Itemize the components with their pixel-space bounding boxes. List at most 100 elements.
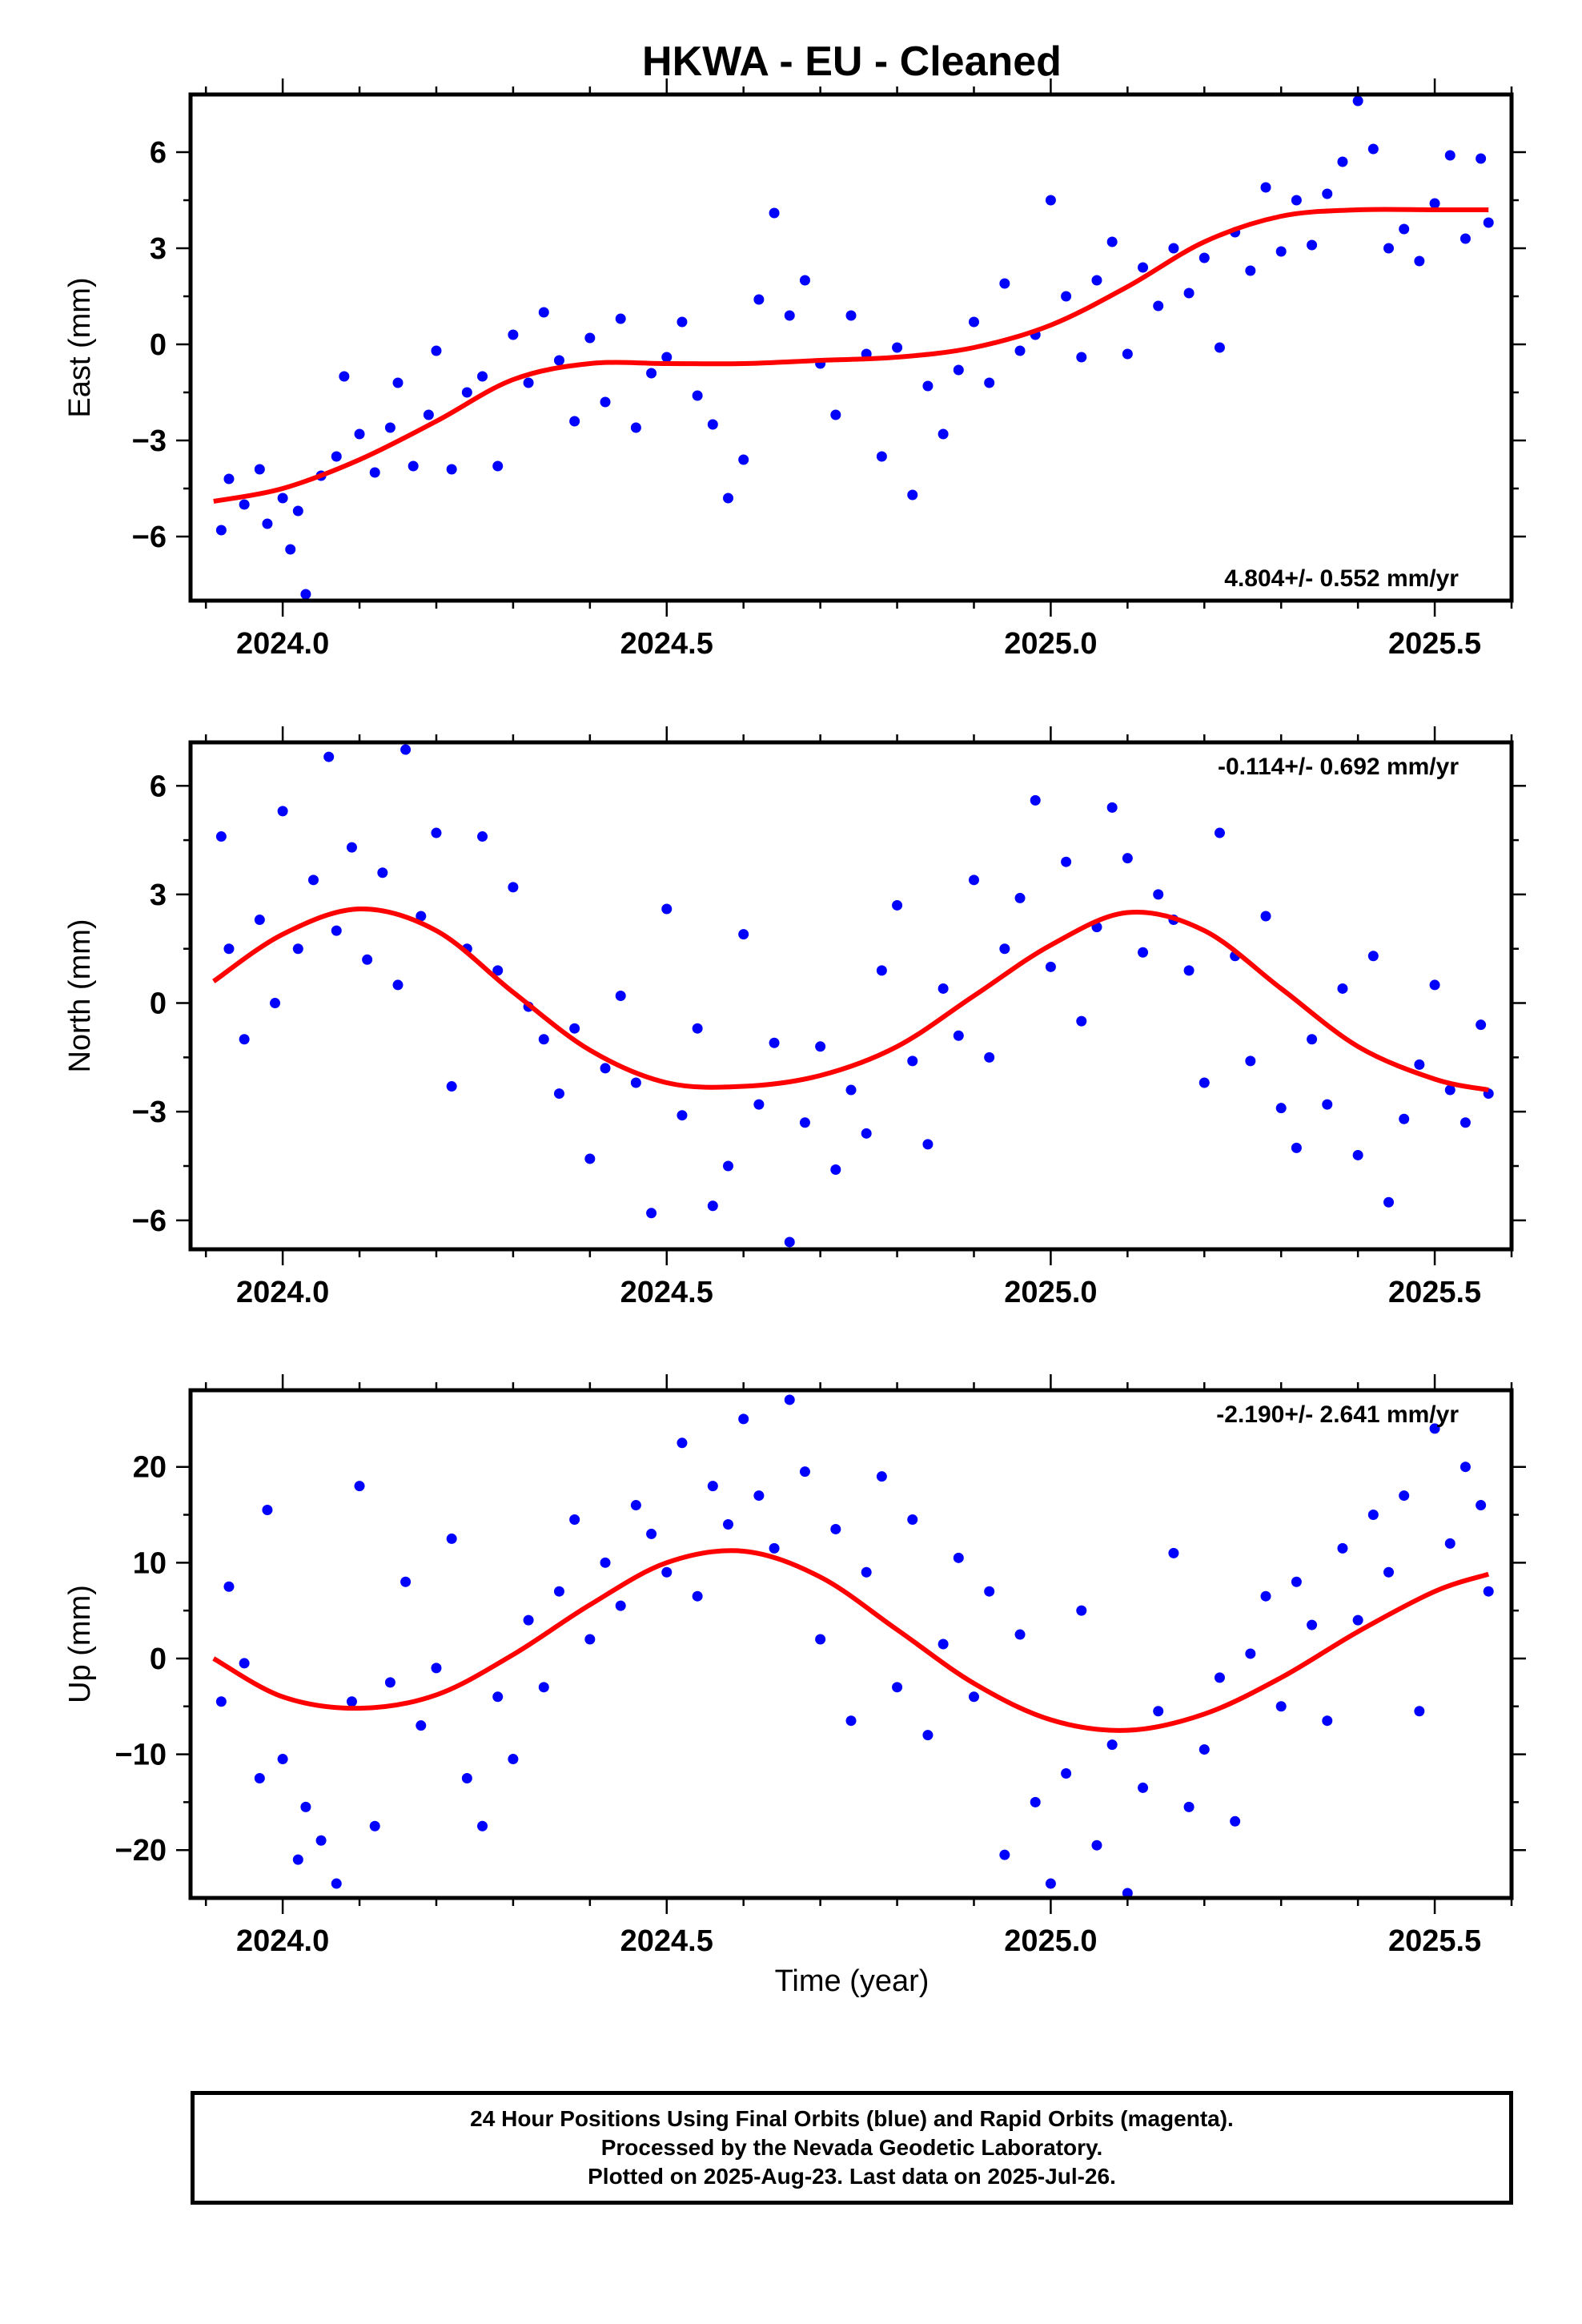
up-data-point xyxy=(968,1691,979,1703)
north-data-point xyxy=(1275,1103,1287,1114)
north-data-point xyxy=(876,965,887,976)
up-data-point xyxy=(845,1715,857,1727)
east-data-point xyxy=(369,467,380,478)
up-data-point xyxy=(254,1772,265,1783)
north-data-point xyxy=(1429,979,1440,991)
east-data-point xyxy=(692,390,703,401)
north-data-point xyxy=(784,1236,795,1248)
north-data-point xyxy=(723,1160,734,1172)
north-points xyxy=(215,744,1494,1248)
up-data-point xyxy=(1291,1576,1302,1587)
north-data-point xyxy=(270,998,281,1009)
up-data-point xyxy=(223,1581,235,1592)
up-data-point xyxy=(1245,1648,1256,1659)
east-data-point xyxy=(845,310,857,321)
north-data-point xyxy=(692,1023,703,1034)
north-x-tick-label: 2024.0 xyxy=(236,1276,329,1309)
north-data-point xyxy=(615,991,626,1001)
east-data-point xyxy=(968,316,979,328)
up-data-point xyxy=(876,1471,887,1482)
east-data-point xyxy=(892,342,903,353)
north-data-point xyxy=(1076,1015,1087,1027)
east-data-point xyxy=(615,313,626,324)
up-data-point xyxy=(1230,1815,1241,1827)
up-data-point xyxy=(1483,1586,1494,1597)
north-data-point xyxy=(254,915,265,926)
north-data-point xyxy=(1153,889,1164,900)
north-data-point xyxy=(630,1077,641,1088)
up-data-point xyxy=(815,1634,826,1645)
east-data-point xyxy=(339,371,350,382)
east-data-point xyxy=(1045,195,1056,206)
north-data-point xyxy=(1061,856,1072,867)
east-data-point xyxy=(1061,291,1072,302)
up-data-point xyxy=(354,1481,365,1492)
east-data-point xyxy=(553,355,564,366)
east-data-point xyxy=(723,493,734,504)
east-data-point xyxy=(1106,236,1118,247)
north-data-point xyxy=(377,867,388,879)
north-data-point xyxy=(346,842,357,853)
up-data-point xyxy=(938,1638,949,1650)
east-data-point xyxy=(1014,345,1026,356)
up-data-point xyxy=(477,1820,488,1831)
north-y-tick-label: 3 xyxy=(150,879,167,912)
east-data-point xyxy=(1367,143,1379,155)
up-data-point xyxy=(723,1518,734,1530)
north-data-point xyxy=(661,903,673,915)
up-data-point xyxy=(646,1528,657,1539)
east-data-point xyxy=(1444,150,1456,161)
up-data-point xyxy=(1414,1706,1425,1717)
up-data-point xyxy=(431,1663,442,1674)
north-data-point xyxy=(1183,965,1195,976)
east-x-tick-label: 2024.0 xyxy=(236,627,329,661)
up-data-point xyxy=(692,1590,703,1602)
north-data-point xyxy=(1444,1084,1456,1096)
up-data-point xyxy=(892,1682,903,1693)
north-y-tick-label: −3 xyxy=(132,1096,167,1129)
north-data-point xyxy=(999,943,1010,955)
east-data-point xyxy=(953,364,964,376)
north-data-point xyxy=(1199,1077,1210,1088)
up-data-point xyxy=(1030,1796,1041,1807)
north-data-point xyxy=(1337,983,1348,994)
east-x-tick-label: 2024.5 xyxy=(620,627,713,661)
north-data-point xyxy=(400,744,412,755)
up-data-point xyxy=(1138,1782,1149,1793)
north-data-point xyxy=(1399,1113,1410,1124)
east-data-point xyxy=(292,505,303,517)
east-y-axis-title: East (mm) xyxy=(63,277,97,417)
north-data-point xyxy=(1460,1117,1471,1128)
north-data-point xyxy=(1352,1149,1363,1160)
north-data-point xyxy=(392,979,404,991)
north-data-point xyxy=(1122,853,1133,864)
east-data-point xyxy=(461,387,472,398)
east-data-point xyxy=(431,345,442,356)
east-data-point xyxy=(1483,217,1494,228)
east-data-point xyxy=(1383,243,1395,254)
north-data-point xyxy=(861,1128,872,1139)
north-data-point xyxy=(1307,1034,1318,1045)
east-data-point xyxy=(354,428,365,440)
up-points xyxy=(215,1394,1494,1898)
east-data-point xyxy=(999,278,1010,289)
east-points xyxy=(215,95,1494,600)
north-data-point xyxy=(569,1023,580,1034)
up-data-point xyxy=(400,1576,412,1587)
east-data-point xyxy=(492,460,504,472)
north-data-point xyxy=(922,1139,934,1150)
east-data-point xyxy=(523,377,534,388)
east-data-point xyxy=(1337,156,1348,167)
up-data-point xyxy=(1014,1629,1026,1640)
up-y-tick-label: −20 xyxy=(115,1834,167,1868)
east-data-point xyxy=(922,380,934,392)
east-data-point xyxy=(1138,262,1149,273)
east-data-point xyxy=(1275,246,1287,257)
up-data-point xyxy=(1322,1715,1333,1727)
footer-line-1: 24 Hour Positions Using Final Orbits (bl… xyxy=(470,2106,1234,2131)
east-data-point xyxy=(508,329,519,340)
up-data-point xyxy=(569,1514,580,1525)
up-data-point xyxy=(907,1514,918,1525)
east-data-point xyxy=(1307,239,1318,251)
north-y-tick-label: 6 xyxy=(150,770,167,803)
